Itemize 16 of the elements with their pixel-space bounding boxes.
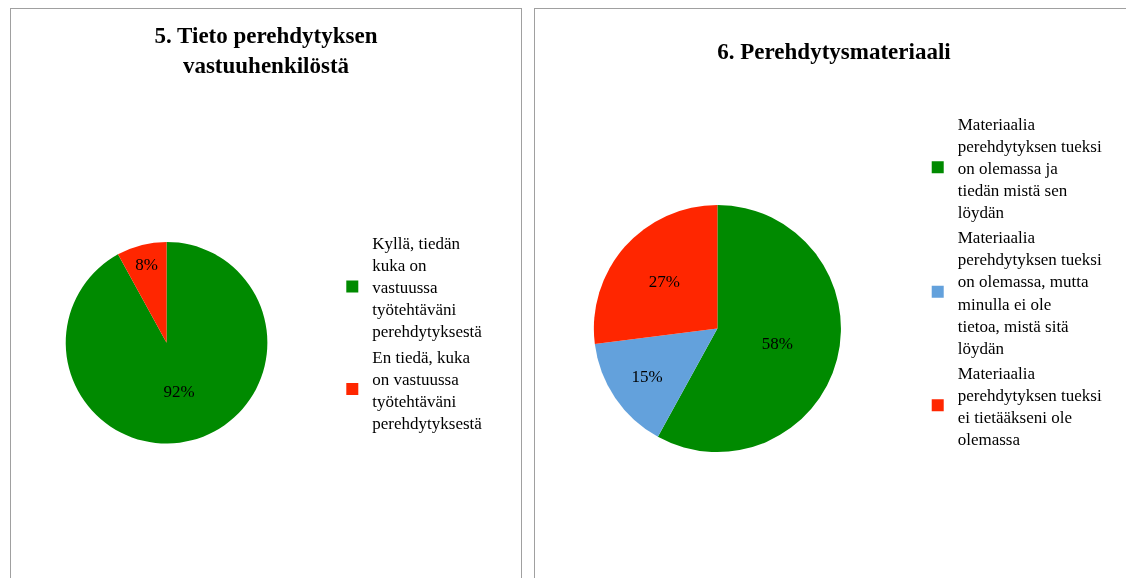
legend-label: En tiedä, kuka on vastuussa työtehtäväni perehdytyksestä	[372, 347, 483, 433]
pie-slice	[593, 204, 718, 344]
pie-slice	[117, 241, 167, 343]
legend-label: Kyllä, tiedän kuka on vastuussa työtehtäväni perehdytyksestä	[372, 234, 483, 342]
pie-slice	[65, 241, 268, 444]
legend-label: Materiaalia perehdytyksen tueksi ei tietääkseni ole olemassa	[957, 363, 1102, 450]
legend-label: Materiaalia perehdytyksen tueksi on olemassa ja tiedän mistä sen löydän	[957, 114, 1102, 223]
pie-slice	[594, 328, 718, 437]
data-label: 58%	[761, 334, 793, 354]
chart-title: 6. Perehdytysmateriaali	[717, 39, 952, 65]
data-label: 27%	[648, 272, 681, 292]
chart-title: 5. Tieto perehdytyksen vastuuhenkilöstä	[154, 23, 378, 78]
data-label: 92%	[163, 382, 195, 402]
data-label: 15%	[631, 366, 663, 386]
data-label: 8%	[135, 255, 158, 274]
legend-label: Materiaalia perehdytyksen tueksi on olemassa, mutta minulla ei ole tietoa, mistä sitä löydän	[957, 228, 1102, 358]
